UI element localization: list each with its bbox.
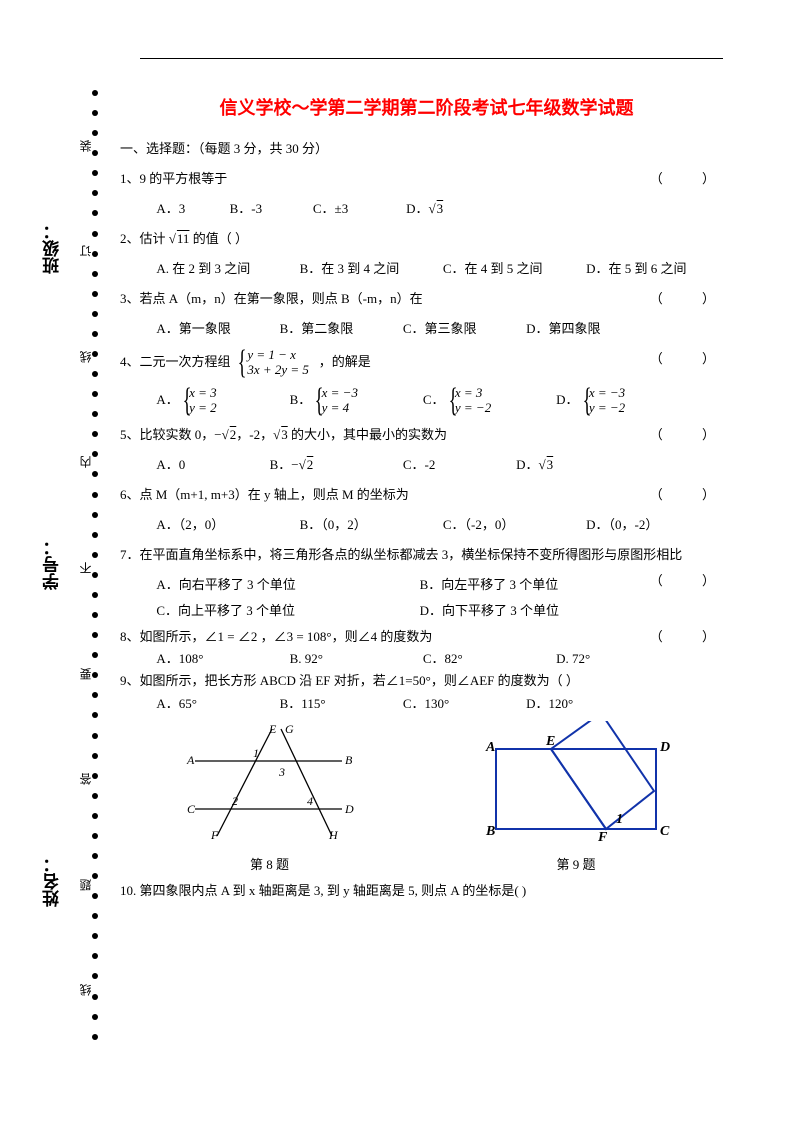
q6-stem: 6、点 M（m+1, m+3）在 y 轴上，则点 M 的坐标为 （ ） <box>120 482 733 508</box>
svg-text:F: F <box>210 828 219 841</box>
svg-text:A: A <box>186 753 195 767</box>
label-name: 姓名： <box>44 856 61 907</box>
svg-text:B: B <box>345 753 353 767</box>
answer-blank: （ ） <box>650 166 733 192</box>
svg-text:3: 3 <box>278 765 285 779</box>
binding-minor-labels: 装 订 线 内 不 要 答 题 线 <box>74 90 98 1040</box>
q3-stem: 3、若点 A（m，n）在第一象限，则点 B（-m，n）在 （ ） <box>120 286 733 312</box>
q7-stem: 7．在平面直角坐标系中，将三角形各点的纵坐标都减去 3，横坐标保持不变所得图形与… <box>120 542 733 568</box>
q9-options: A．65° B．115° C．130° D．120° <box>120 695 733 713</box>
svg-text:E: E <box>545 734 555 749</box>
svg-text:E: E <box>268 722 277 736</box>
q7-options: A．向右平移了 3 个单位 B．向左平移了 3 个单位 C．向上平移了 3 个单… <box>120 572 733 624</box>
binding-major-labels: 班级： 学号： 姓名： <box>44 90 61 1040</box>
section-heading: 一、选择题：（每题 3 分，共 30 分） <box>120 136 733 162</box>
svg-text:C: C <box>660 824 670 839</box>
top-rule <box>140 58 723 59</box>
svg-text:1: 1 <box>253 746 259 760</box>
figure-9: A D B C E F 1 第 9 题 <box>476 721 676 878</box>
svg-text:C: C <box>187 802 196 816</box>
figure-8-svg: A B C D E F G H 1 2 3 4 <box>177 721 362 841</box>
q3-options: A．第一象限 B．第二象限 C．第三象限 D．第四象限 <box>120 316 733 342</box>
figure-row: A B C D E F G H 1 2 3 4 第 8 题 <box>120 721 733 878</box>
svg-text:A: A <box>485 740 495 755</box>
label-number: 学号： <box>44 539 61 590</box>
svg-text:4: 4 <box>307 794 313 808</box>
figure-8-caption: 第 8 题 <box>177 852 362 878</box>
q9-stem: 9、如图所示，把长方形 ABCD 沿 EF 对折，若∠1=50°，则∠AEF 的… <box>120 672 733 690</box>
q8-options: A．108° B. 92° C．82° D. 72° <box>120 650 733 668</box>
q8-stem: 8、如图所示，∠1 = ∠2 ，∠3 = 108°，则∠4 的度数为 （ ） <box>120 628 733 646</box>
svg-text:2: 2 <box>232 794 238 808</box>
q4-stem: 4、二元一次方程组 { y = 1 − x3x + 2y = 5 ，的解是 （ … <box>120 346 733 380</box>
svg-text:D: D <box>659 740 670 755</box>
q1-stem: 1、9 的平方根等于 （ ） <box>120 166 733 192</box>
svg-text:1: 1 <box>616 812 623 827</box>
svg-text:D: D <box>344 802 354 816</box>
figure-8: A B C D E F G H 1 2 3 4 第 8 题 <box>177 721 362 878</box>
q6-options: A．（2，0） B．（0，2） C．（-2，0） D．（0，-2） <box>120 512 733 538</box>
figure-9-svg: A D B C E F 1 <box>476 721 676 841</box>
binding-margin: 班级： 学号： 姓名： 装 订 线 内 不 要 答 题 线 <box>56 90 104 1040</box>
svg-text:F: F <box>597 830 608 841</box>
svg-text:H: H <box>328 828 339 841</box>
figure-9-caption: 第 9 题 <box>476 852 676 878</box>
q5-stem: 5、比较实数 0，−2，-2，3 的大小，其中最小的实数为 （ ） <box>120 422 733 448</box>
q10-stem: 10. 第四象限内点 A 到 x 轴距离是 3, 到 y 轴距离是 5, 则点 … <box>120 882 733 900</box>
exam-title: 信义学校～学第二学期第二阶段考试七年级数学试题 <box>120 90 733 126</box>
q1-options: A．3 B．-3 C．±3 D．3 <box>120 196 733 222</box>
q4-options: A．{x = 3y = 2 B．{x = −3y = 4 C．{x = 3y =… <box>120 384 733 418</box>
svg-text:B: B <box>485 824 495 839</box>
exam-page: 班级： 学号： 姓名： 装 订 线 内 不 要 答 题 线 信义学校～学第二学期… <box>0 0 793 944</box>
q5-options: A．0 B．−2 C．-2 D．3 <box>120 452 733 478</box>
q2-stem: 2、估计 11 的值（ ） <box>120 226 733 252</box>
q2-options: A. 在 2 到 3 之间 B．在 3 到 4 之间 C．在 4 到 5 之间 … <box>120 256 733 282</box>
label-class: 班级： <box>44 223 61 274</box>
svg-text:G: G <box>285 722 294 736</box>
